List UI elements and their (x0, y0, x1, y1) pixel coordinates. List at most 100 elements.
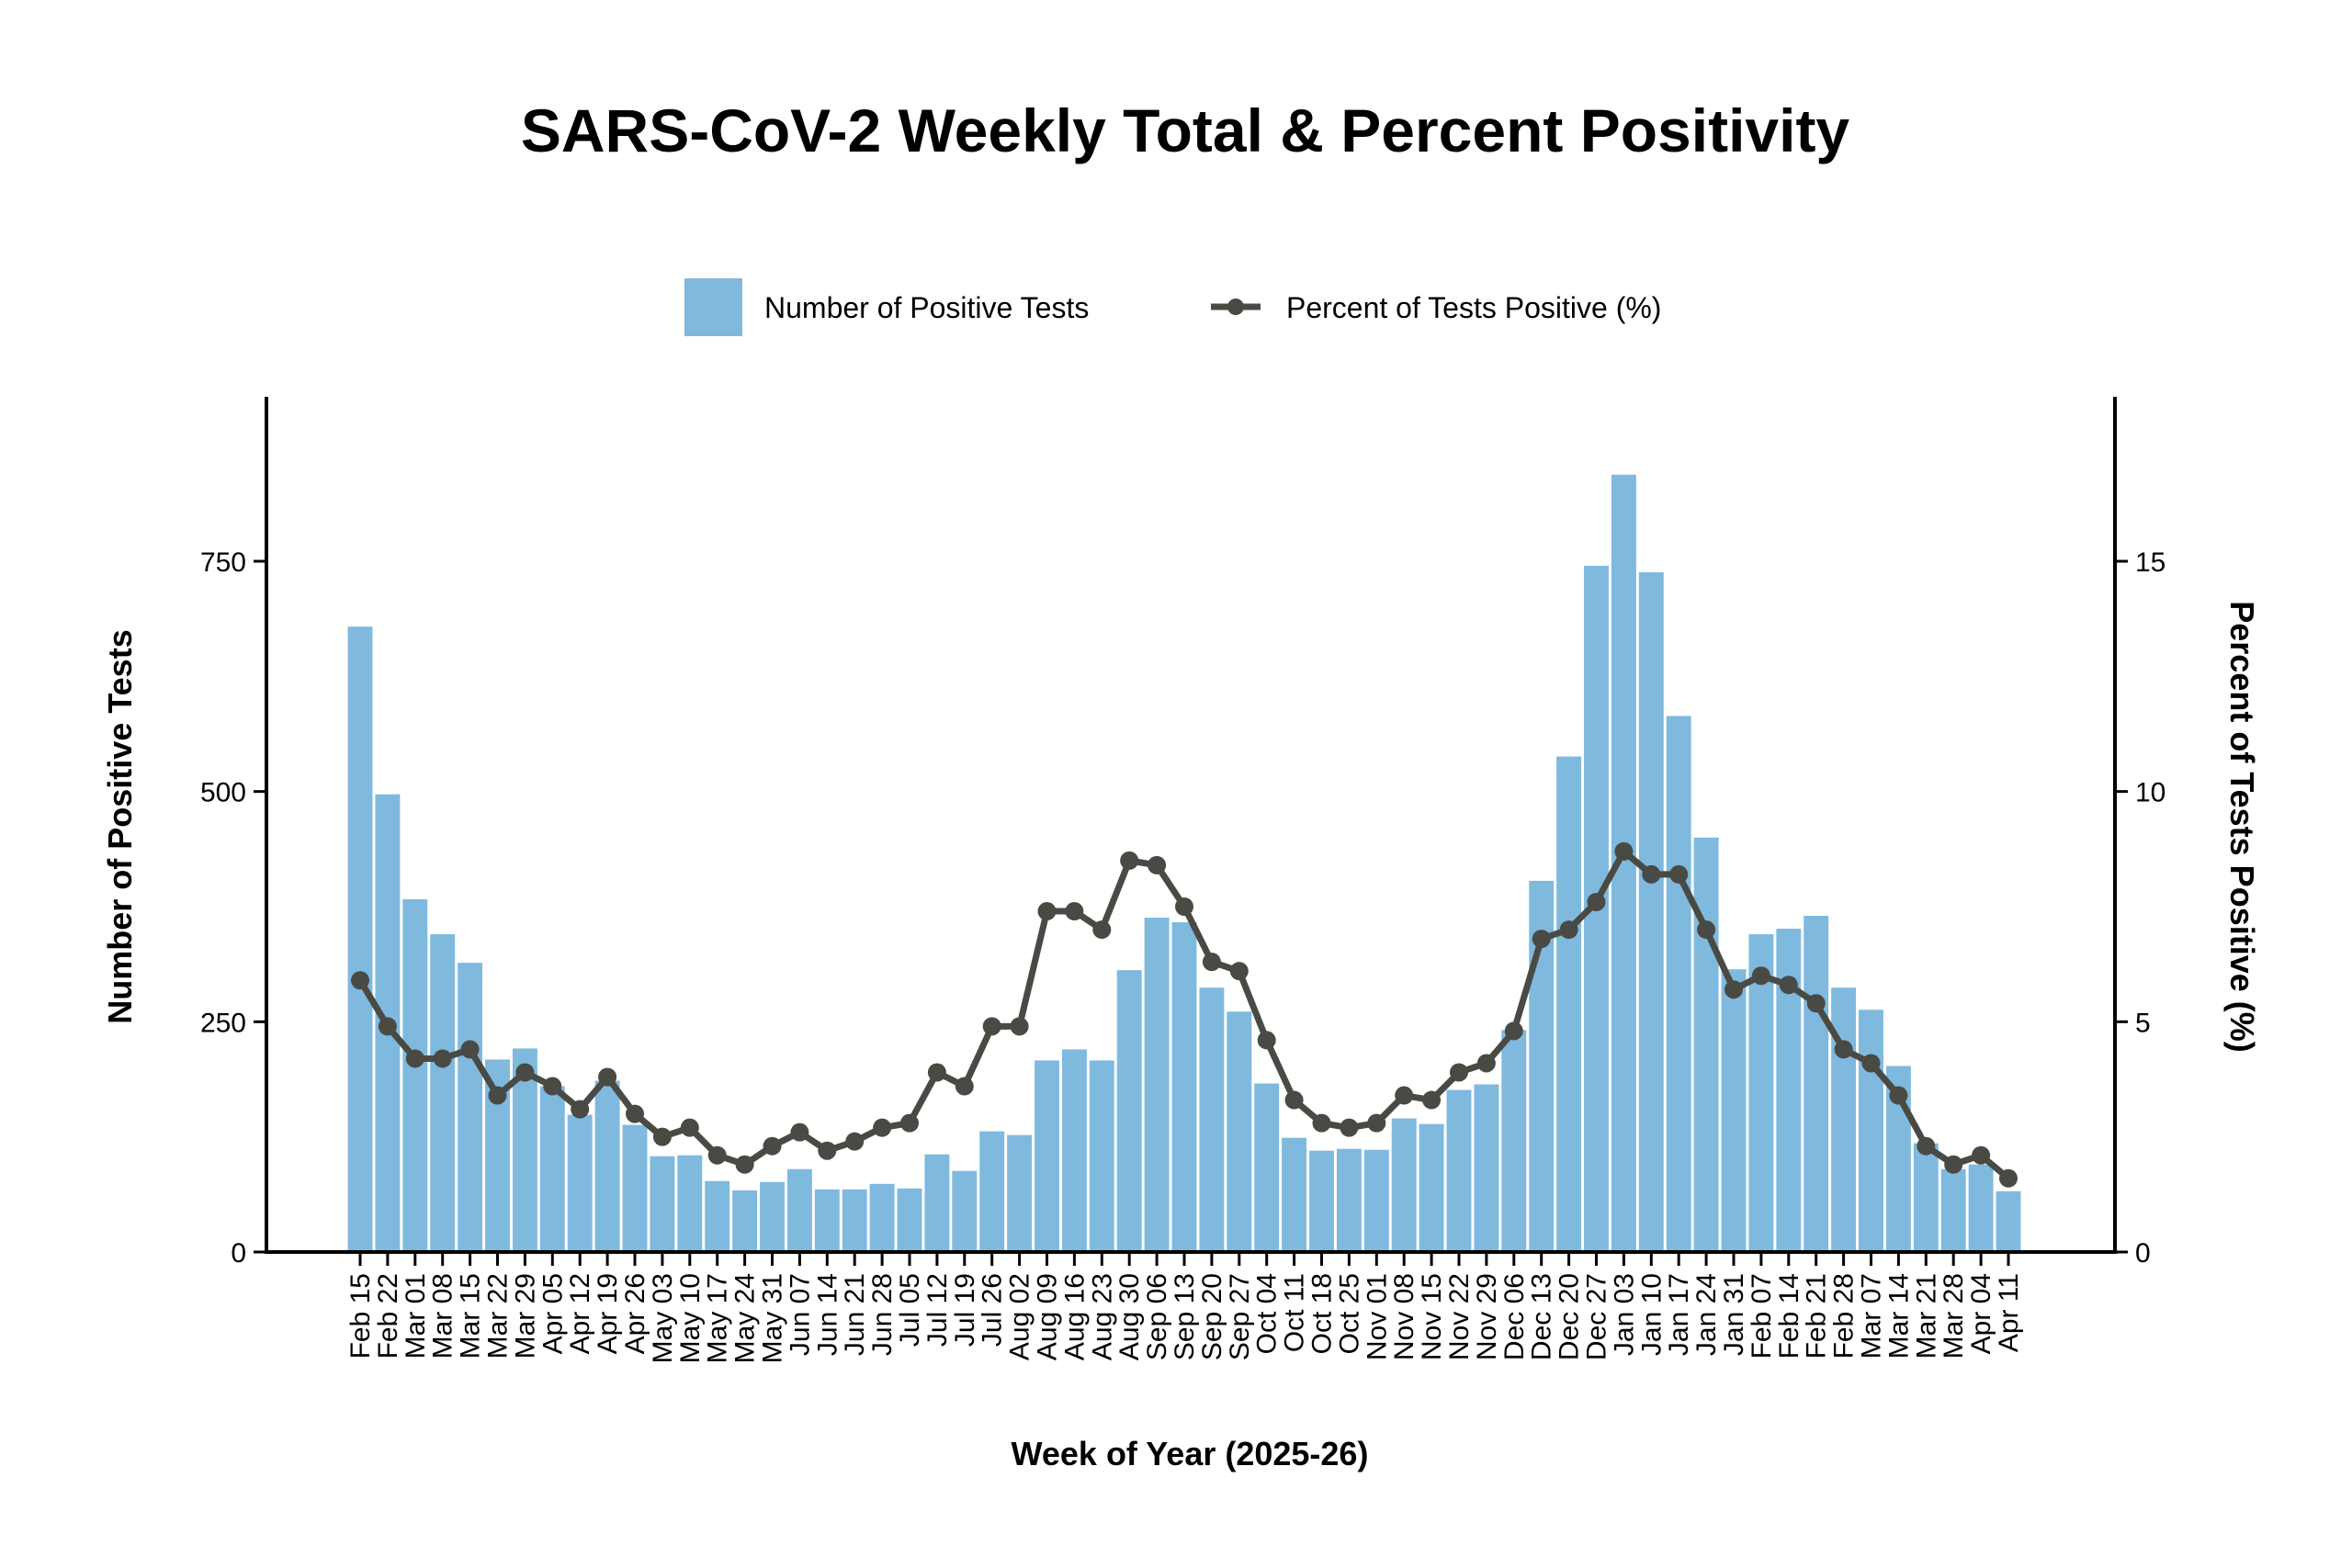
line-point (818, 1141, 837, 1160)
bar (347, 626, 373, 1252)
x-tick-label: Jun 14 (812, 1273, 842, 1356)
line-point (1202, 953, 1221, 972)
x-tick-label: Nov 08 (1389, 1273, 1419, 1360)
line-point (1175, 897, 1193, 916)
bar (1227, 1011, 1252, 1252)
x-tick-label: Feb 28 (1829, 1273, 1860, 1359)
x-tick-label: Aug 02 (1005, 1273, 1035, 1360)
line-point (652, 1127, 672, 1146)
x-tick-label: Aug 30 (1114, 1273, 1145, 1360)
line-point (626, 1104, 644, 1123)
x-tick-label: Mar 08 (428, 1273, 458, 1359)
bar (760, 1181, 785, 1252)
line-point (1917, 1136, 1936, 1156)
line-point (1532, 930, 1551, 949)
y-tick-label-right: 5 (2135, 1008, 2151, 1038)
x-tick-label: Jul 26 (978, 1273, 1008, 1347)
x-tick-label: May 10 (675, 1273, 706, 1363)
bar (1474, 1084, 1499, 1252)
y-axis-title-right: Percent of Tests Positive (%) (2223, 601, 2261, 1052)
x-tick-label: Feb 14 (1774, 1273, 1804, 1359)
bar (1940, 1168, 1966, 1252)
bar (1666, 716, 1691, 1252)
line-point (1834, 1040, 1853, 1059)
bar (1638, 572, 1664, 1252)
x-tick-label: Mar 28 (1939, 1273, 1969, 1359)
bar (1061, 1049, 1087, 1252)
x-tick-label: Jun 21 (840, 1273, 870, 1356)
x-tick-label: Dec 20 (1555, 1273, 1585, 1360)
x-tick-label: Mar 14 (1883, 1273, 1914, 1359)
line-point (1972, 1145, 1991, 1165)
line-point (680, 1118, 699, 1137)
line-point (1257, 1031, 1276, 1050)
legend-label-bars: Number of Positive Tests (764, 291, 1089, 324)
line-point (1999, 1168, 2018, 1188)
bar (594, 1080, 620, 1252)
x-tick-label: Sep 06 (1142, 1273, 1172, 1360)
bar (1309, 1150, 1334, 1252)
line-point (460, 1040, 480, 1059)
bar (430, 934, 456, 1252)
bar (622, 1124, 648, 1252)
line-point (378, 1017, 397, 1036)
x-tick-label: Jan 31 (1719, 1273, 1749, 1356)
x-tick-label: Feb 21 (1802, 1273, 1832, 1359)
line-point (1312, 1113, 1331, 1133)
x-tick-label: Mar 29 (510, 1273, 540, 1359)
x-axis-title: Week of Year (2025-26) (1012, 1435, 1369, 1472)
bar (842, 1189, 867, 1252)
bar (402, 898, 428, 1252)
x-tick-label: Sep 27 (1225, 1273, 1255, 1360)
bar (677, 1155, 703, 1252)
x-tick-label: Aug 16 (1059, 1273, 1090, 1360)
bar (732, 1190, 758, 1252)
line-point (1367, 1113, 1386, 1133)
legend-swatch-marker (1227, 299, 1244, 315)
line-point (1340, 1118, 1359, 1137)
line-point (1779, 976, 1798, 995)
y-tick-label-right: 0 (2135, 1238, 2151, 1269)
bar (1144, 918, 1170, 1252)
bar (1199, 987, 1225, 1252)
x-tick-label: Aug 23 (1087, 1273, 1117, 1360)
x-tick-label: Jan 17 (1664, 1273, 1694, 1356)
x-tick-label: Jul 05 (895, 1273, 925, 1347)
bar (1831, 987, 1857, 1252)
bar (1693, 837, 1719, 1252)
bar (1913, 1143, 1939, 1252)
bar (567, 1114, 593, 1252)
line-point (1476, 1054, 1496, 1073)
line-point (1944, 1155, 1963, 1174)
y-tick-label-right: 10 (2135, 778, 2165, 808)
bar (1391, 1118, 1417, 1252)
x-tick-label: Mar 15 (456, 1273, 486, 1359)
line-point (1422, 1090, 1442, 1110)
axes (265, 397, 2117, 1254)
bar (952, 1170, 978, 1252)
bar (1419, 1123, 1444, 1252)
x-tick-label: Nov 29 (1472, 1273, 1502, 1360)
x-tick-label: Sep 20 (1197, 1273, 1227, 1360)
bar (539, 1086, 565, 1252)
bar-series (347, 474, 2021, 1252)
x-tick-label: Oct 25 (1334, 1273, 1364, 1354)
x-tick-label: Jan 03 (1609, 1273, 1639, 1356)
x-tick-label: Apr 26 (620, 1273, 650, 1354)
bar (1859, 1010, 1883, 1252)
line-point (707, 1145, 727, 1165)
line-point (735, 1155, 754, 1174)
line-point (955, 1077, 974, 1096)
line-point (1806, 994, 1826, 1013)
line-point (1065, 902, 1084, 921)
bar (1748, 934, 1774, 1252)
x-tick-label: Feb 07 (1747, 1273, 1777, 1359)
line-point (845, 1132, 865, 1151)
x-tick-label: Dec 27 (1582, 1273, 1612, 1360)
line-point (1092, 920, 1112, 940)
line-point (873, 1118, 892, 1137)
line-point (543, 1077, 562, 1096)
bar (1089, 1060, 1114, 1252)
x-tick-label: Dec 06 (1499, 1273, 1530, 1360)
